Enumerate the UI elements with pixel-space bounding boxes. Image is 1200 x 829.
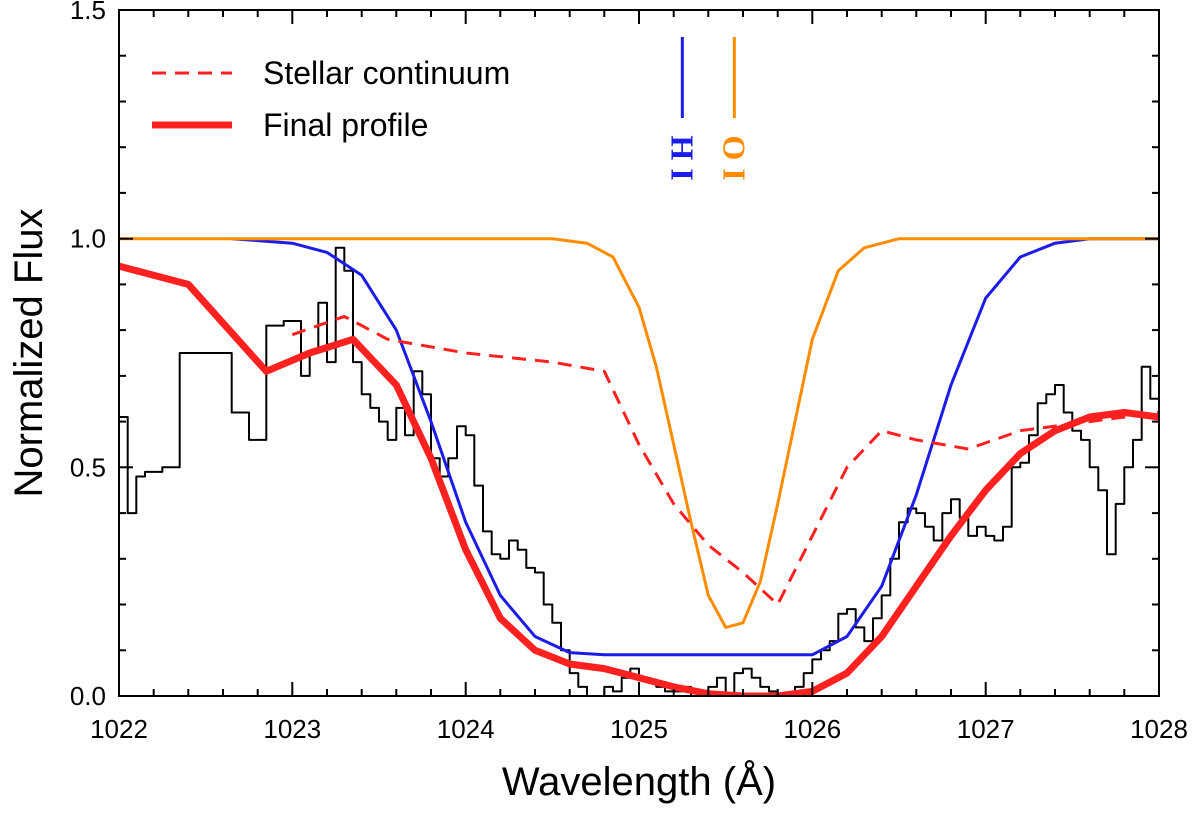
x-tick-label: 1024	[437, 714, 495, 744]
tick-layer: 1022 1023 1024 1025 1026 1027 1028 0.0 0.5 1.0 1.5	[70, 0, 1188, 744]
series-o-i	[119, 237, 1159, 629]
legend: Stellar continuum Final profile	[152, 55, 510, 143]
x-tick-label: 1023	[263, 714, 321, 744]
series-h-i	[230, 237, 1159, 657]
legend-label-stellar-continuum: Stellar continuum	[263, 55, 510, 91]
x-tick-label: 1026	[783, 714, 841, 744]
y-tick-label: 0.5	[70, 452, 106, 482]
series-final-profile	[119, 262, 1159, 696]
legend-label-final-profile: Final profile	[263, 107, 428, 143]
x-tick-label: 1028	[1130, 714, 1188, 744]
y-tick-label: 1.5	[70, 0, 106, 25]
x-tick-label: 1027	[957, 714, 1015, 744]
x-axis-title: Wavelength (Å)	[502, 759, 776, 804]
y-axis-title: Normalized Flux	[7, 209, 51, 498]
y-tick-label: 0.0	[70, 681, 106, 711]
series-layer	[119, 237, 1159, 696]
x-tick-label: 1022	[90, 714, 148, 744]
marker-label-h-i: H I	[664, 135, 700, 180]
x-tick-label: 1025	[610, 714, 668, 744]
y-tick-label: 1.0	[70, 224, 106, 254]
marker-label-o-i: O I	[716, 135, 752, 180]
